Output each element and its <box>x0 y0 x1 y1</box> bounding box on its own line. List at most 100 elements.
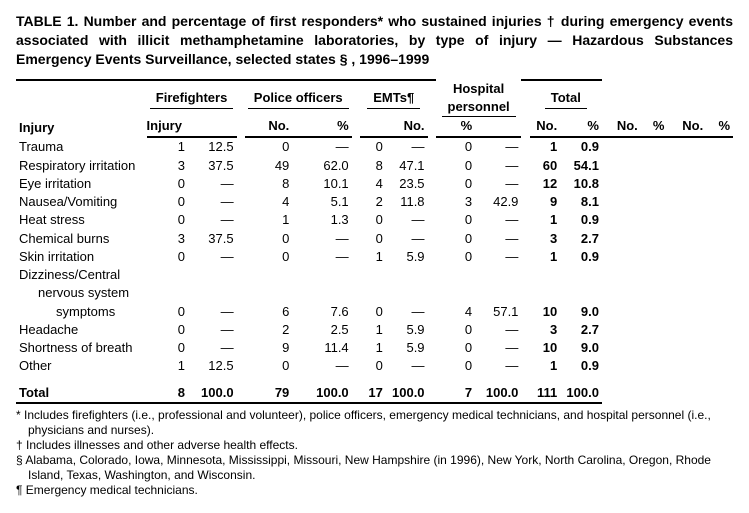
cell-pct: 47.1 <box>386 157 428 175</box>
cell-pct <box>292 284 351 302</box>
cell-no: 0 <box>360 303 386 321</box>
cell-no: 0 <box>147 303 188 321</box>
cell-no: 0 <box>147 193 188 211</box>
cell-pct: 100.0 <box>475 384 521 403</box>
cell-no: 1 <box>360 248 386 266</box>
cell-no: 3 <box>530 321 561 339</box>
cell-no <box>360 284 386 302</box>
group-hospital-line2: personnel <box>436 98 522 117</box>
cell-no: 0 <box>436 137 475 156</box>
injury-label: Eye irritation <box>16 175 138 193</box>
cell-no: 3 <box>147 157 188 175</box>
cell-pct: 42.9 <box>475 193 521 211</box>
col-no: No. <box>530 117 561 137</box>
cell-pct: 23.5 <box>386 175 428 193</box>
footnotes: * Includes firefighters (i.e., professio… <box>16 408 733 498</box>
cell-no: 0 <box>147 321 188 339</box>
cell-pct: — <box>188 248 237 266</box>
group-emts: EMTs¶ <box>360 80 428 118</box>
cell-no: 1 <box>530 248 561 266</box>
cell-no: 6 <box>245 303 293 321</box>
cell-no: 2 <box>360 193 386 211</box>
cell-no: 0 <box>245 230 293 248</box>
injury-header: Injury <box>144 117 185 137</box>
cell-no: 0 <box>147 211 188 229</box>
table-row: Chemical burns337.50—0—0—32.7 <box>16 230 733 248</box>
cell-pct: — <box>188 211 237 229</box>
col-pct: % <box>436 117 475 137</box>
cell-pct <box>475 266 521 284</box>
cell-pct: — <box>475 175 521 193</box>
cell-pct <box>560 266 602 284</box>
cell-pct: — <box>188 339 237 357</box>
injury-label: Dizziness/Central <box>16 266 138 284</box>
cell-no: 0 <box>147 339 188 357</box>
table-row: Eye irritation0—810.1423.50—1210.8 <box>16 175 733 193</box>
cell-pct: — <box>386 211 428 229</box>
cell-no: 0 <box>147 175 188 193</box>
cell-no: 0 <box>147 248 188 266</box>
cell-pct: 12.5 <box>188 137 237 156</box>
cell-no: 3 <box>530 230 561 248</box>
cell-pct: 2.7 <box>560 321 602 339</box>
table-row: Respiratory irritation337.54962.0847.10—… <box>16 157 733 175</box>
cell-pct: 5.1 <box>292 193 351 211</box>
cell-no: 8 <box>147 384 188 403</box>
cell-no: 4 <box>436 303 475 321</box>
table-row: Dizziness/Central <box>16 266 733 284</box>
col-pct: % <box>641 117 668 137</box>
cell-pct: — <box>475 321 521 339</box>
cell-no: 1 <box>360 339 386 357</box>
cell-no: 8 <box>245 175 293 193</box>
cell-no: 1 <box>147 357 188 375</box>
cell-pct: 11.8 <box>386 193 428 211</box>
cell-pct: — <box>188 193 237 211</box>
group-firefighters: Firefighters <box>147 80 237 118</box>
table-row: Heat stress0—11.30—0—10.9 <box>16 211 733 229</box>
table-row: Nausea/Vomiting 0— 45.1 211.8 342.9 98.1 <box>16 193 733 211</box>
cell-no: 1 <box>530 357 561 375</box>
cell-pct: 100.0 <box>188 384 237 403</box>
injury-label: Nausea/Vomiting <box>16 193 138 211</box>
cell-pct: 8.1 <box>560 193 602 211</box>
cell-no: 0 <box>360 137 386 156</box>
cell-pct: 9.0 <box>560 303 602 321</box>
cell-no: 0 <box>245 137 293 156</box>
cell-no: 0 <box>436 157 475 175</box>
cell-no <box>360 266 386 284</box>
injury-label: Heat stress <box>16 211 138 229</box>
cell-no: 8 <box>360 157 386 175</box>
cell-pct: — <box>386 303 428 321</box>
cell-pct: 37.5 <box>188 157 237 175</box>
cell-no: 4 <box>360 175 386 193</box>
injury-label: Headache <box>16 321 138 339</box>
cell-no <box>245 284 293 302</box>
injury-label: Trauma <box>16 137 138 156</box>
table-row: Shortness of breath0—911.415.90—109.0 <box>16 339 733 357</box>
injury-label: Other <box>16 357 138 375</box>
cell-pct: 5.9 <box>386 321 428 339</box>
table-row: nervous system <box>16 284 733 302</box>
cell-pct: — <box>292 230 351 248</box>
cell-pct: 1.3 <box>292 211 351 229</box>
cell-pct <box>560 284 602 302</box>
col-pct: % <box>706 117 733 137</box>
cell-no: 0 <box>436 211 475 229</box>
col-pct: % <box>292 117 351 137</box>
cell-no <box>530 284 561 302</box>
cell-pct: — <box>475 357 521 375</box>
cell-no: 111 <box>530 384 561 403</box>
cell-no: 9 <box>530 193 561 211</box>
cell-pct <box>386 266 428 284</box>
cell-no: 1 <box>245 211 293 229</box>
cell-pct <box>188 266 237 284</box>
cell-no: 1 <box>530 211 561 229</box>
footnote: § Alabama, Colorado, Iowa, Minnesota, Mi… <box>16 453 733 483</box>
cell-no: 0 <box>436 321 475 339</box>
cell-no: 0 <box>360 230 386 248</box>
injury-label: nervous system <box>16 284 138 302</box>
injury-label: symptoms <box>16 303 138 321</box>
cell-no: 4 <box>245 193 293 211</box>
cell-no: 3 <box>436 193 475 211</box>
cell-pct: 37.5 <box>188 230 237 248</box>
